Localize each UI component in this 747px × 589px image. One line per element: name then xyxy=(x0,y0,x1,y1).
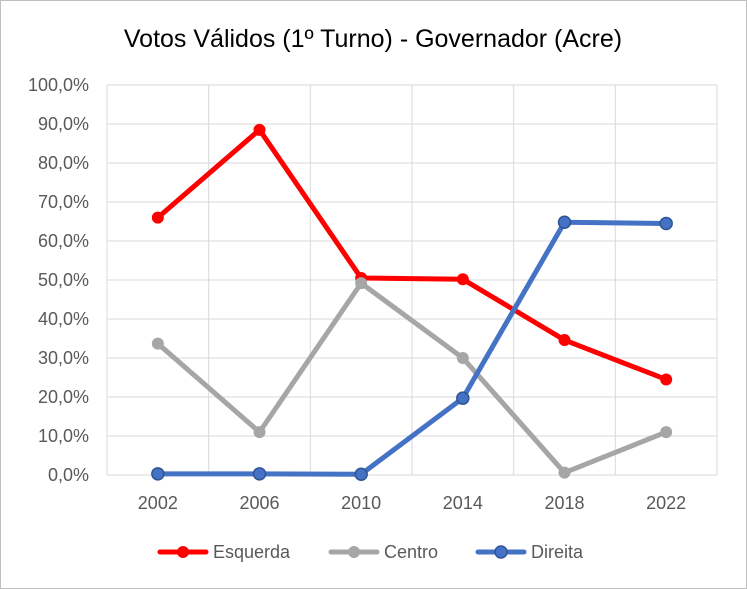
series-centro xyxy=(151,277,673,479)
series-line xyxy=(155,127,669,382)
legend-entry-esquerda: Esquerda xyxy=(157,542,291,562)
legend-label: Direita xyxy=(531,542,584,562)
data-point xyxy=(252,467,267,481)
y-tick-label: 0,0% xyxy=(48,465,89,485)
series-lines xyxy=(151,123,673,481)
y-tick-label: 60,0% xyxy=(38,231,89,251)
chart-title: Votos Válidos (1º Turno) - Governador (A… xyxy=(124,25,622,53)
y-tick-label: 30,0% xyxy=(38,348,89,368)
data-point xyxy=(456,352,469,364)
data-point xyxy=(558,334,571,347)
data-point xyxy=(151,337,164,350)
y-tick-label: 80,0% xyxy=(38,153,89,173)
legend-entry-centro: Centro xyxy=(328,542,438,562)
y-tick-label: 70,0% xyxy=(38,192,89,212)
x-axis-ticks: 2002 2006 2010 2014 2018 2022 xyxy=(138,493,686,513)
series-line xyxy=(155,219,669,477)
x-tick-label: 2018 xyxy=(544,493,584,513)
y-axis-ticks: 0,0% 10,0% 20,0% 30,0% 40,0% 50,0% 60,0% 70,0% 8… xyxy=(28,75,89,485)
legend-entry-direita: Direita xyxy=(475,542,584,562)
data-point xyxy=(660,426,673,439)
x-tick-label: 2022 xyxy=(646,493,686,513)
y-tick-label: 90,0% xyxy=(38,114,89,134)
data-point xyxy=(253,123,266,136)
legend-marker xyxy=(494,545,508,559)
data-point xyxy=(456,273,469,286)
gridlines xyxy=(106,84,718,476)
y-tick-label: 50,0% xyxy=(38,270,89,290)
data-point xyxy=(660,373,673,386)
data-point xyxy=(557,215,572,230)
legend-marker xyxy=(348,546,360,558)
y-tick-label: 100,0% xyxy=(28,75,89,95)
y-tick-label: 40,0% xyxy=(38,309,89,329)
x-tick-label: 2014 xyxy=(443,493,483,513)
legend-label: Centro xyxy=(384,542,438,562)
series-line xyxy=(155,280,669,476)
x-tick-label: 2002 xyxy=(138,493,178,513)
data-point xyxy=(456,391,470,405)
legend: Esquerda Centro Direita xyxy=(157,542,584,562)
data-point xyxy=(151,467,165,481)
data-point xyxy=(558,466,571,479)
x-tick-label: 2010 xyxy=(341,493,381,513)
legend-marker xyxy=(177,546,189,558)
data-point xyxy=(354,467,368,481)
y-tick-label: 20,0% xyxy=(38,387,89,407)
data-point xyxy=(253,426,266,439)
legend-label: Esquerda xyxy=(213,542,291,562)
series-direita xyxy=(151,215,673,481)
data-point xyxy=(659,216,673,231)
x-tick-label: 2006 xyxy=(239,493,279,513)
data-point xyxy=(355,277,368,290)
series-esquerda xyxy=(151,123,673,386)
y-tick-label: 10,0% xyxy=(38,426,89,446)
data-point xyxy=(151,211,164,224)
